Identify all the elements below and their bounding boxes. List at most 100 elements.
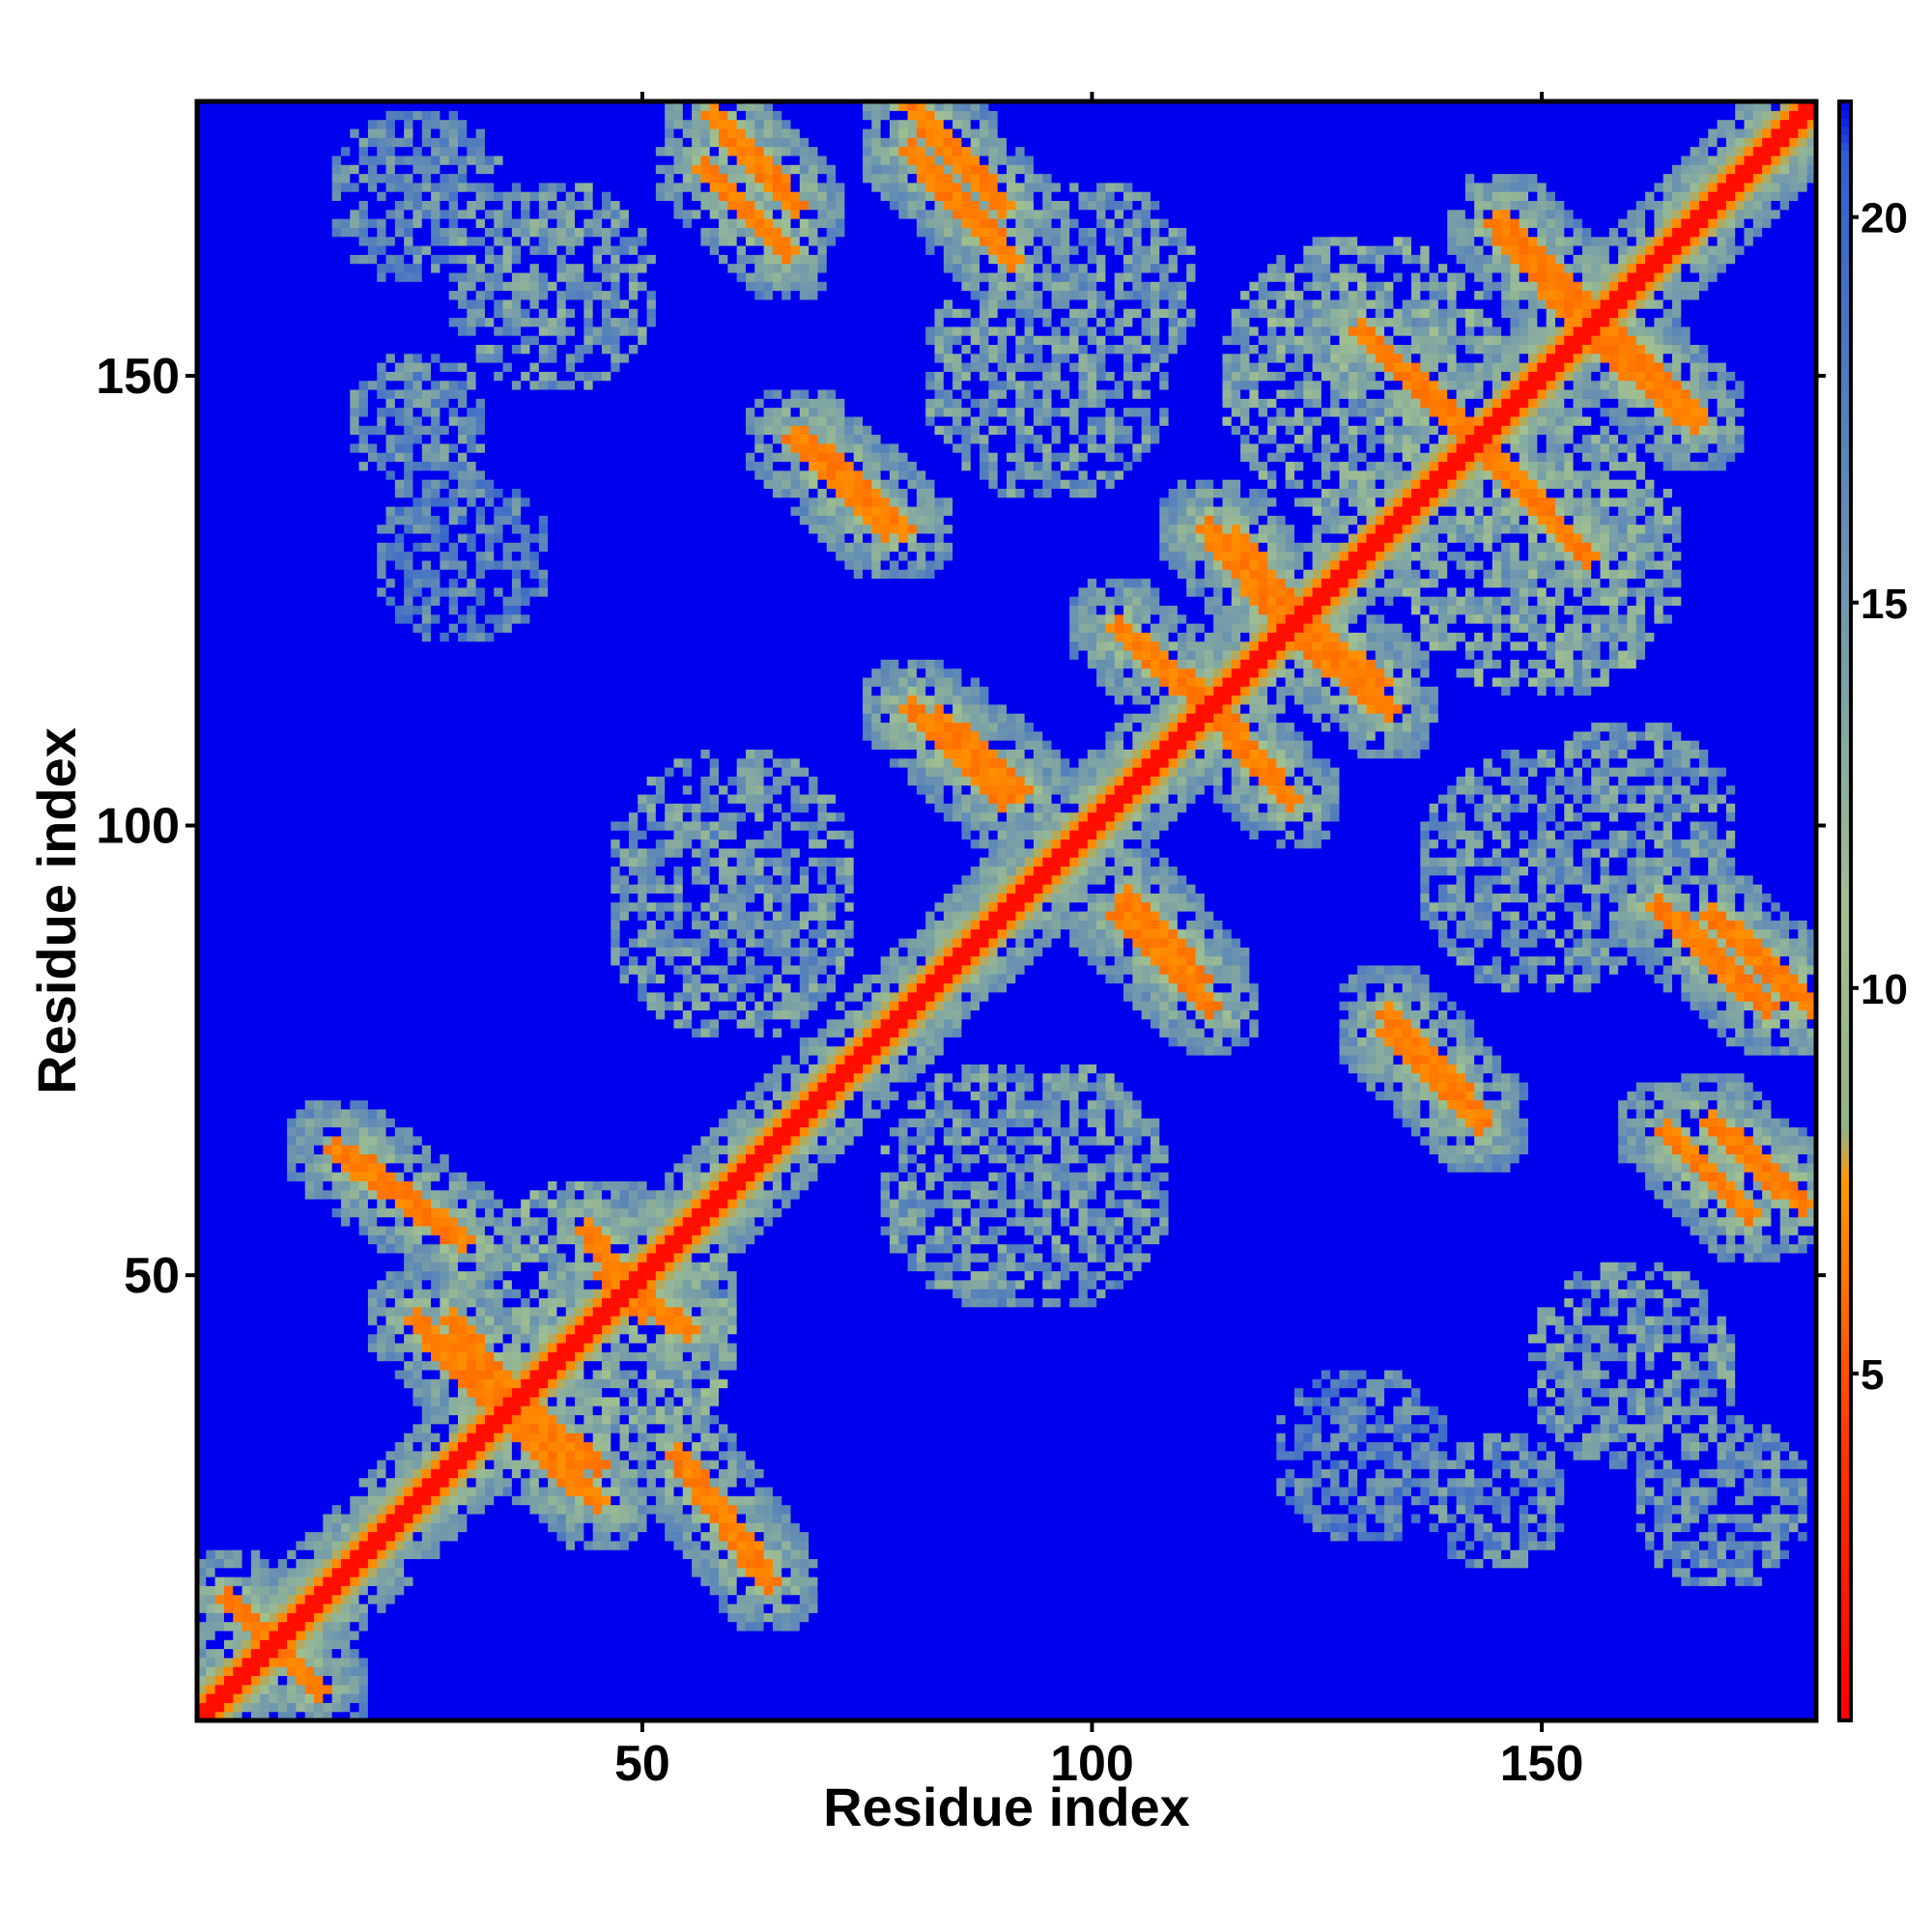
heatmap-cell (251, 1585, 261, 1595)
heatmap-cell (314, 1208, 324, 1217)
heatmap-cell (296, 327, 305, 336)
heatmap-cell (278, 362, 288, 372)
heatmap-cell (412, 389, 422, 399)
heatmap-cell (287, 1361, 297, 1371)
heatmap-cell (233, 344, 242, 354)
heatmap-cell (269, 1028, 278, 1037)
heatmap-cell (296, 1073, 305, 1083)
heatmap-cell (404, 1505, 413, 1515)
heatmap-cell (260, 767, 270, 777)
heatmap-cell (377, 1514, 386, 1523)
heatmap-cell (278, 389, 288, 399)
heatmap-cell (314, 1244, 324, 1254)
heatmap-cell (359, 1297, 369, 1307)
heatmap-cell (422, 470, 432, 480)
heatmap-cell (431, 1514, 440, 1523)
heatmap-cell (206, 767, 215, 777)
heatmap-cell (305, 416, 315, 426)
heatmap-cell (242, 1280, 252, 1290)
heatmap-cell (287, 1307, 297, 1317)
heatmap-cell (242, 1055, 252, 1065)
heatmap-cell (260, 191, 270, 201)
heatmap-cell (350, 1666, 359, 1676)
heatmap-cell (314, 1531, 324, 1541)
heatmap-cell (386, 470, 396, 480)
heatmap-cell (269, 605, 278, 614)
heatmap-cell (332, 354, 342, 363)
heatmap-cell (224, 1495, 234, 1505)
heatmap-cell (395, 291, 405, 300)
heatmap-cell (269, 929, 278, 939)
heatmap-cell (296, 569, 305, 579)
heatmap-cell (233, 902, 242, 912)
heatmap-cell (350, 1370, 359, 1379)
heatmap-cell (233, 281, 242, 291)
heatmap-cell (359, 614, 369, 624)
heatmap-cell (224, 641, 234, 651)
heatmap-cell (260, 1702, 270, 1712)
heatmap-cell (242, 1064, 252, 1073)
heatmap-cell (305, 1577, 315, 1586)
heatmap-cell (233, 1163, 242, 1173)
heatmap-cell (233, 227, 242, 237)
heatmap-cell (386, 1316, 396, 1325)
heatmap-cell (278, 884, 288, 894)
heatmap-cell (260, 1685, 270, 1694)
heatmap-cell (395, 641, 405, 651)
heatmap-cell (350, 137, 359, 147)
heatmap-cell (323, 1378, 332, 1388)
heatmap-cell (404, 1441, 413, 1451)
heatmap-cell (233, 416, 242, 426)
heatmap-cell (341, 327, 351, 336)
heatmap-cell (269, 552, 278, 561)
heatmap-cell (412, 515, 422, 525)
heatmap-cell (269, 1514, 278, 1523)
heatmap-cell (386, 1397, 396, 1406)
heatmap-cell (260, 1387, 270, 1397)
heatmap-cell (287, 1082, 297, 1092)
heatmap-cell (332, 1568, 342, 1577)
heatmap-cell (260, 497, 270, 507)
heatmap-cell (206, 1514, 215, 1523)
heatmap-cell (269, 1163, 278, 1173)
heatmap-cell (260, 830, 270, 839)
heatmap-cell (395, 1307, 405, 1317)
heatmap-cell (242, 1019, 252, 1029)
heatmap-cell (278, 335, 288, 345)
heatmap-cell (332, 281, 342, 291)
heatmap-cell (341, 839, 351, 849)
heatmap-cell (386, 668, 396, 678)
heatmap-cell (386, 227, 396, 237)
heatmap-cell (377, 569, 386, 579)
heatmap-cell (386, 1262, 396, 1271)
heatmap-cell (412, 1478, 422, 1488)
heatmap-cell (233, 1217, 242, 1227)
heatmap-cell (296, 982, 305, 992)
heatmap-cell (350, 1343, 359, 1352)
heatmap-cell (386, 1541, 396, 1550)
heatmap-cell (287, 147, 297, 156)
heatmap-cell (404, 1351, 413, 1361)
heatmap-cell (296, 1604, 305, 1613)
heatmap-cell (260, 1406, 270, 1415)
heatmap-cell (422, 1270, 432, 1280)
heatmap-cell (251, 147, 261, 156)
heatmap-cell (404, 128, 413, 138)
heatmap-cell (269, 749, 278, 758)
heatmap-cell (341, 147, 351, 156)
heatmap-cell (431, 1199, 440, 1208)
heatmap-cell (224, 1568, 234, 1577)
heatmap-cell (422, 1541, 432, 1550)
heatmap-cell (412, 371, 422, 381)
heatmap-cell (287, 1100, 297, 1110)
heatmap-cell (404, 1693, 413, 1703)
heatmap-cell (377, 1019, 386, 1029)
heatmap-cell (314, 218, 324, 228)
heatmap-cell (332, 704, 342, 714)
heatmap-cell (350, 408, 359, 417)
heatmap-cell (278, 317, 288, 327)
heatmap-cell (350, 587, 359, 597)
heatmap-cell (314, 1658, 324, 1667)
heatmap-cell (224, 398, 234, 408)
heatmap-cell (287, 605, 297, 614)
